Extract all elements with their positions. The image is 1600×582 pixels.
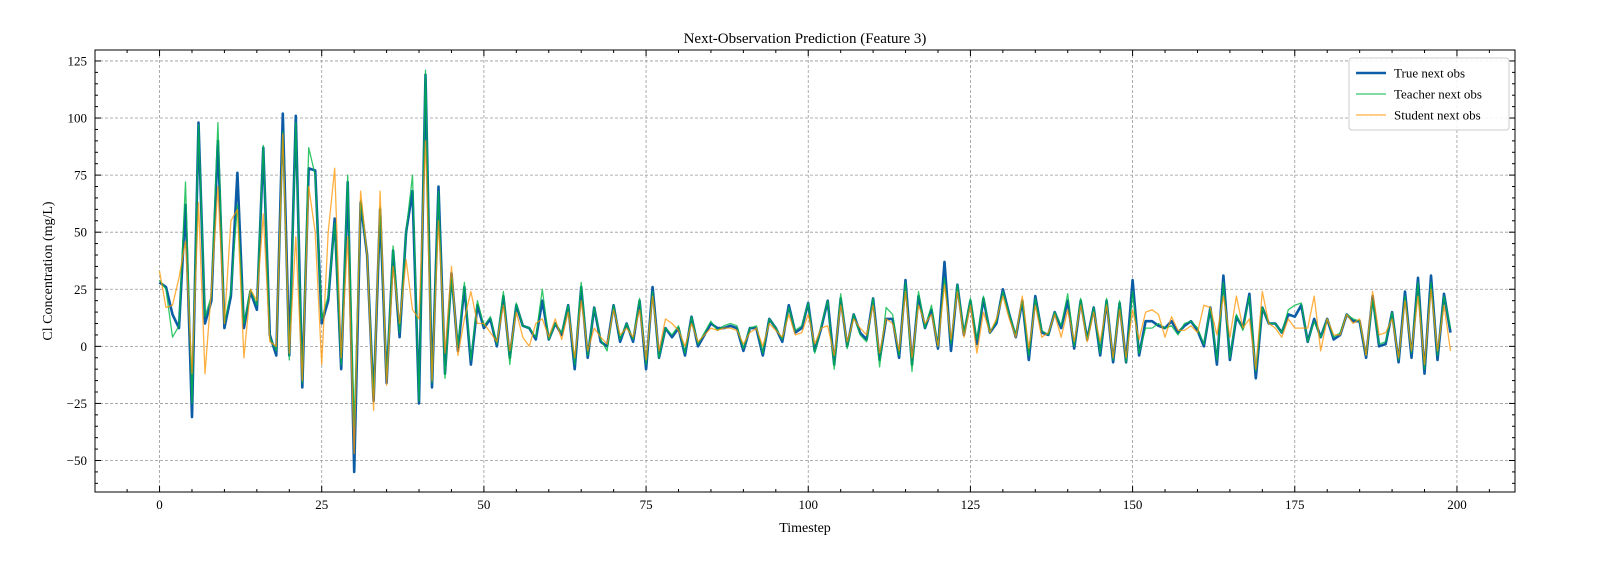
x-tick-label: 25 [315, 497, 328, 512]
legend: True next obs Teacher next obs Student nex… [1348, 57, 1510, 131]
y-tick-label: 100 [68, 111, 88, 126]
x-tick-label: 150 [1123, 497, 1143, 512]
x-tick-label: 100 [798, 497, 818, 512]
y-axis-label: Cl Concentration (mg/L) [41, 201, 56, 341]
series-lines [158, 69, 1452, 474]
x-tick-label: 125 [961, 497, 981, 512]
plot-frame [94, 49, 1516, 493]
x-tick-label: 75 [640, 497, 653, 512]
y-tick-label: 50 [74, 225, 87, 240]
ticks: 0 25 50 75 100 125 150 175 200 −50 −25 0 25 50 75 100 12… [67, 50, 1515, 512]
x-tick-label: 50 [477, 497, 490, 512]
legend-frame [1348, 57, 1510, 131]
y-tick-label: 25 [74, 282, 87, 297]
chart-title: Next-Observation Prediction (Feature 3) [684, 31, 927, 47]
legend-label: Student next obs [1394, 108, 1481, 123]
grid [95, 50, 1515, 492]
y-tick-label: 75 [74, 168, 87, 183]
x-tick-label: 175 [1285, 497, 1305, 512]
y-tick-label: 125 [68, 53, 88, 68]
legend-label: Teacher next obs [1394, 87, 1482, 102]
legend-label: True next obs [1394, 66, 1465, 81]
x-tick-label: 200 [1447, 497, 1467, 512]
y-tick-label: 0 [81, 339, 88, 354]
y-tick-label: −25 [67, 396, 87, 411]
x-tick-label: 0 [156, 497, 163, 512]
x-axis-label: Timestep [779, 521, 831, 536]
series-line-student-next-obs [158, 133, 1452, 455]
y-tick-label: −50 [67, 453, 87, 468]
